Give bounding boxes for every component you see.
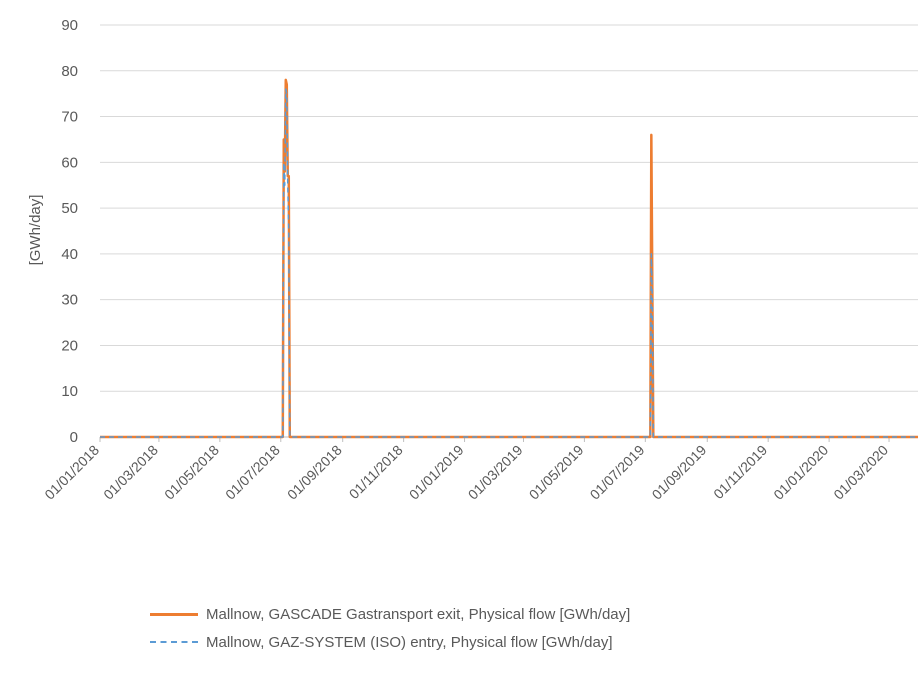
legend-label-gaz-system: Mallnow, GAZ-SYSTEM (ISO) entry, Physica… <box>206 633 613 651</box>
x-tick-label: 01/03/2018 <box>100 442 161 503</box>
x-tick-label: 01/03/2020 <box>830 442 891 503</box>
y-tick-label: 0 <box>70 429 78 446</box>
x-tick-label: 01/07/2019 <box>587 442 648 503</box>
y-tick-label: 10 <box>61 383 78 400</box>
x-tick-label: 01/01/2020 <box>770 442 831 503</box>
y-tick-label: 90 <box>61 17 78 34</box>
y-tick-label: 70 <box>61 109 78 126</box>
line-chart: 0 10 20 30 40 50 60 70 80 90 01/01/201801/03/2018… <box>27 17 918 503</box>
legend-swatch-solid <box>150 612 198 616</box>
y-tick-label: 30 <box>61 292 78 309</box>
x-tick-label: 01/11/2018 <box>346 442 406 502</box>
y-tick-label: 60 <box>61 154 78 171</box>
y-axis-tick-labels: 0 10 20 30 40 50 60 70 80 90 <box>61 17 78 446</box>
series-line-0 <box>100 78 918 439</box>
gridlines <box>100 24 918 392</box>
x-tick-label: 01/01/2019 <box>406 442 467 503</box>
x-tick-label: 01/01/2018 <box>41 442 102 503</box>
x-tick-label: 01/05/2019 <box>526 442 587 503</box>
x-tick-label: 01/03/2019 <box>465 442 526 503</box>
legend-item-gascade: Mallnow, GASCADE Gastransport exit, Phys… <box>150 600 870 628</box>
x-tick-label: 01/05/2018 <box>161 442 222 503</box>
y-tick-label: 80 <box>61 63 78 80</box>
y-axis-label: [GWh/day] <box>27 195 44 266</box>
x-tick-label: 01/09/2019 <box>649 442 710 503</box>
x-tick-label: 01/07/2018 <box>222 442 283 503</box>
legend: Mallnow, GASCADE Gastransport exit, Phys… <box>150 600 870 656</box>
series-lines <box>100 78 918 439</box>
y-tick-label: 20 <box>61 337 78 354</box>
legend-item-gaz-system: Mallnow, GAZ-SYSTEM (ISO) entry, Physica… <box>150 628 870 656</box>
legend-label-gascade: Mallnow, GASCADE Gastransport exit, Phys… <box>206 605 631 623</box>
x-tick-label: 01/11/2019 <box>710 442 770 502</box>
x-tick-label: 01/09/2018 <box>284 442 345 503</box>
y-tick-label: 40 <box>61 246 78 263</box>
series-line-1 <box>100 88 918 438</box>
legend-swatch-dashed <box>150 641 198 643</box>
y-tick-label: 50 <box>61 200 78 217</box>
